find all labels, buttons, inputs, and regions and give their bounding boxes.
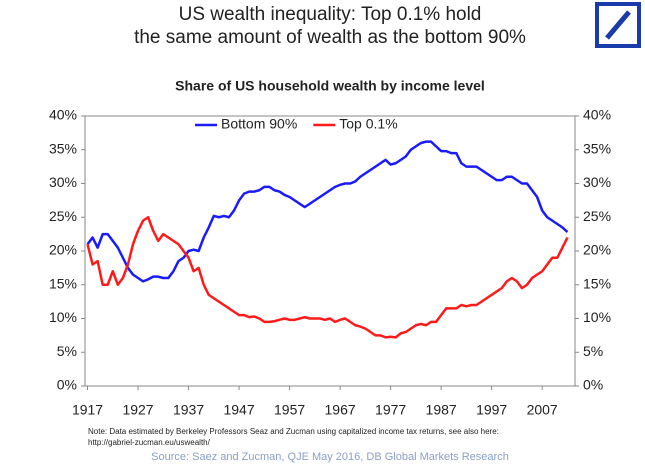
y2-tick-label: 30% [583, 174, 611, 190]
y2-tick-label: 40% [583, 107, 611, 123]
y2-tick-label: 5% [583, 343, 603, 359]
y2-tick-label: 20% [583, 242, 611, 258]
y2-tick-label: 35% [583, 140, 611, 156]
x-tick-label: 1937 [173, 402, 204, 418]
x-tick-label: 1967 [325, 402, 356, 418]
y-tick-label: 40% [49, 107, 77, 123]
x-tick-label: 1947 [223, 402, 254, 418]
source: Source: Saez and Zucman, QJE May 2016, D… [151, 451, 509, 463]
subtitle: Share of US household wealth by income l… [175, 78, 485, 94]
x-tick-label: 1977 [375, 402, 406, 418]
x-tick-label: 1917 [72, 402, 103, 418]
y-tick-label: 25% [49, 208, 77, 224]
y2-tick-label: 15% [583, 275, 611, 291]
y2-tick-label: 0% [583, 377, 603, 393]
note: http://gabriel-zucman.eu/uswealth/ [88, 438, 211, 447]
y-tick-label: 30% [49, 174, 77, 190]
y-tick-label: 15% [49, 275, 77, 291]
x-tick-label: 2007 [527, 402, 558, 418]
x-tick-label: 1957 [274, 402, 305, 418]
title-line: US wealth inequality: Top 0.1% hold [179, 4, 482, 25]
y-tick-label: 5% [57, 343, 77, 359]
data-line [86, 140, 569, 283]
y-tick-label: 0% [57, 377, 77, 393]
logo [595, 2, 641, 48]
data-line [86, 216, 569, 339]
legend-label: Top 0.1% [339, 116, 397, 132]
x-tick-label: 1927 [122, 402, 153, 418]
plot-frame [84, 115, 576, 387]
x-tick-label: 1987 [426, 402, 457, 418]
legend-label: Bottom 90% [221, 116, 297, 132]
title-line: the same amount of wealth as the bottom … [134, 27, 526, 48]
y-tick-label: 10% [49, 309, 77, 325]
y-tick-label: 20% [49, 242, 77, 258]
x-tick-label: 1997 [476, 402, 507, 418]
note: Note: Data estimated by Berkeley Profess… [88, 427, 499, 436]
y-tick-label: 35% [49, 140, 77, 156]
y2-tick-label: 10% [583, 309, 611, 325]
y2-tick-label: 25% [583, 208, 611, 224]
